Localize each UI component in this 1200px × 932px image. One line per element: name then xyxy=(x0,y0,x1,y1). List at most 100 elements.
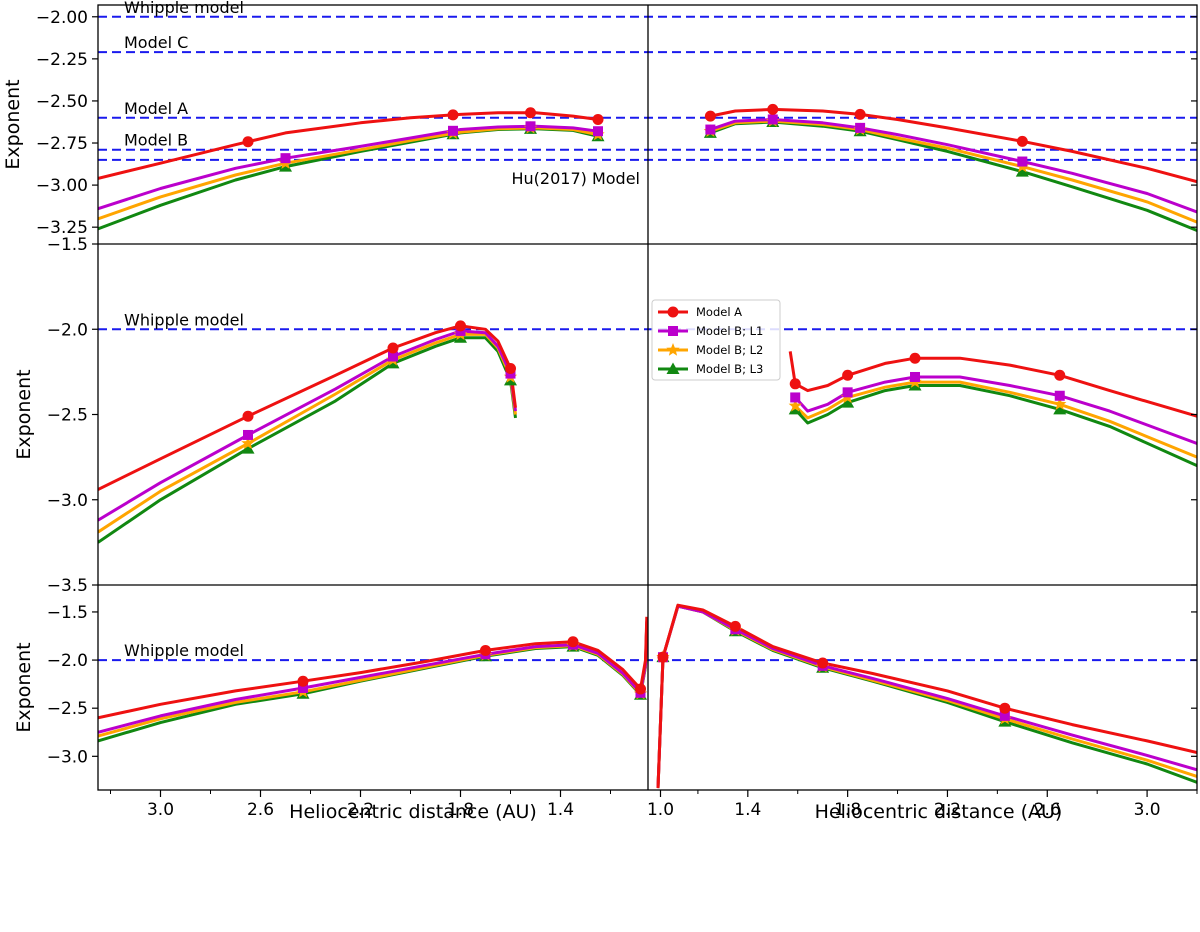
series-line xyxy=(709,118,1197,214)
marker-circle xyxy=(842,369,854,381)
marker-star xyxy=(1053,397,1067,410)
y-axis-title: Exponent xyxy=(2,79,24,169)
marker-circle xyxy=(999,702,1011,714)
y-tick-label: −2.5 xyxy=(47,406,88,426)
marker-circle xyxy=(447,109,459,121)
reference-label: Whipple model xyxy=(124,641,244,660)
marker-circle xyxy=(592,113,604,125)
series-line xyxy=(710,107,1197,184)
y-tick-label: −3.25 xyxy=(36,218,88,238)
y-tick-label: −3.0 xyxy=(47,491,88,511)
marker-square xyxy=(298,682,308,693)
marker-circle xyxy=(767,103,779,115)
legend: Model A Model B; L1 Model B; L2 Model B; L3 xyxy=(651,299,781,381)
marker-square xyxy=(855,122,866,133)
x-tick-label: 2.6 xyxy=(1034,800,1061,820)
marker-circle xyxy=(455,320,466,332)
y-tick-label: −2.25 xyxy=(36,50,88,70)
marker-circle xyxy=(505,362,516,374)
marker-square xyxy=(388,351,398,362)
marker-star xyxy=(788,399,802,412)
y-tick-label: −2.0 xyxy=(47,651,88,671)
y-tick-label: −2.0 xyxy=(47,320,88,340)
marker-square xyxy=(842,387,853,398)
series-line xyxy=(98,329,517,522)
marker-star xyxy=(241,436,255,450)
reference-label: Whipple model xyxy=(124,0,244,17)
y-tick-label: −2.00 xyxy=(36,8,88,28)
marker-circle xyxy=(387,342,399,354)
marker-square xyxy=(1054,390,1065,401)
legend-box xyxy=(651,299,781,381)
marker-square xyxy=(280,153,291,164)
x-tick-label: 1.4 xyxy=(734,800,761,820)
reference-label: Whipple model xyxy=(124,310,244,329)
legend-label: Model A xyxy=(696,305,742,319)
marker-circle xyxy=(1054,369,1066,381)
marker-circle xyxy=(1016,135,1028,147)
marker-square xyxy=(1017,156,1028,167)
marker-square xyxy=(668,326,678,336)
marker-circle xyxy=(567,636,579,648)
marker-circle xyxy=(854,108,866,120)
x-axis-title-left: Heliocentric distance (AU) xyxy=(289,801,537,823)
reference-label: Model C xyxy=(124,33,188,52)
marker-square xyxy=(705,124,716,135)
x-tick-label: 2.2 xyxy=(934,800,961,820)
reference-label: Model B xyxy=(124,131,188,150)
marker-triangle xyxy=(666,362,680,374)
marker-square xyxy=(767,114,778,125)
y-tick-label: −1.5 xyxy=(47,603,88,623)
marker-triangle xyxy=(841,396,855,408)
panel-left xyxy=(98,616,648,743)
series-line xyxy=(98,332,517,534)
reference-label: Hu(2017) Model xyxy=(512,169,641,188)
marker-square xyxy=(593,126,603,137)
marker-square xyxy=(999,710,1010,721)
legend-label: Model B; L3 xyxy=(696,362,763,376)
series-line xyxy=(98,111,599,180)
series-line xyxy=(98,324,517,491)
marker-circle xyxy=(817,657,829,669)
series-line xyxy=(709,120,1197,232)
marker-circle xyxy=(297,675,309,687)
marker-circle xyxy=(729,620,741,632)
y-tick-label: −2.50 xyxy=(36,92,88,112)
marker-triangle xyxy=(1053,402,1067,415)
row-2: Whipple model −1.5 −2.0 −2.5 −3.0 −3.5 Exponen… xyxy=(13,235,1197,596)
x-tick-label: 2.2 xyxy=(347,800,374,820)
marker-square xyxy=(448,125,458,136)
marker-circle xyxy=(480,644,491,656)
marker-circle xyxy=(704,110,716,122)
panel-left xyxy=(98,324,517,544)
x-tick-label: 1.0 xyxy=(647,800,674,820)
row-1: Whipple model Model C Model A Model B Hu(201… xyxy=(2,0,1197,238)
y-tick-label: −2.5 xyxy=(47,699,88,719)
marker-circle xyxy=(242,136,254,148)
marker-circle xyxy=(667,306,679,318)
marker-circle xyxy=(635,683,646,695)
series-line xyxy=(98,616,648,720)
legend-label: Model B; L2 xyxy=(696,343,763,357)
x-tick-label: 1.4 xyxy=(547,800,574,820)
marker-circle xyxy=(525,107,536,119)
marker-square xyxy=(790,392,801,403)
marker-star xyxy=(666,343,680,356)
series-line xyxy=(98,126,599,221)
y-axis-title: Exponent xyxy=(13,642,35,732)
y-tick-label: −2.75 xyxy=(36,134,88,154)
row-3: Whipple model −1.5 −2.0 −2.5 −3.0 Exponent xyxy=(13,603,1197,789)
marker-circle xyxy=(242,410,254,422)
reference-label: Model A xyxy=(124,99,188,118)
y-tick-label: −3.00 xyxy=(36,176,88,196)
marker-square xyxy=(243,429,253,440)
legend-label: Model B; L1 xyxy=(696,324,763,338)
x-tick-label: 3.0 xyxy=(147,800,174,820)
marker-triangle xyxy=(241,442,255,454)
series-line xyxy=(709,119,1197,224)
y-tick-label: −3.0 xyxy=(47,747,88,767)
x-tick-label: 1.8 xyxy=(447,800,474,820)
panel-right xyxy=(788,351,1197,467)
marker-square xyxy=(525,121,536,132)
